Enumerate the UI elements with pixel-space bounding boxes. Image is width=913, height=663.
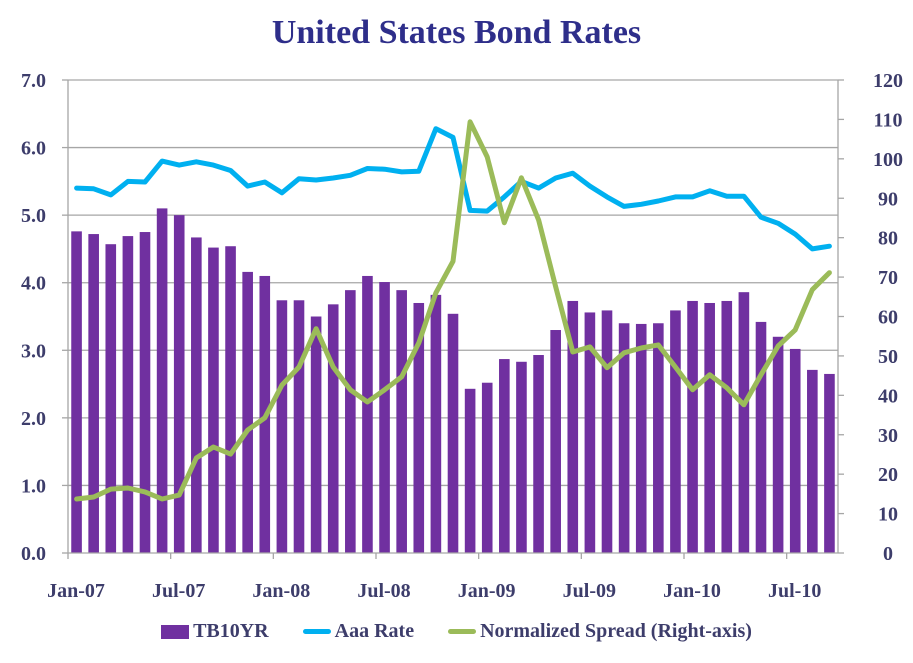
right-axis-tick-label: 70 (878, 267, 898, 289)
right-axis-tick-label: 0 (883, 543, 893, 565)
tb10yr-bar (618, 323, 630, 553)
chart-title: United States Bond Rates (271, 14, 642, 51)
x-axis-tick-label: Jul-10 (768, 580, 821, 602)
legend-item-tb10yr: TB10YR (161, 620, 269, 643)
aaa-rate-line (74, 126, 832, 252)
tb10yr-bar (345, 290, 356, 553)
tb10yr-bar (156, 208, 168, 553)
right-axis-tick-label: 90 (878, 188, 898, 210)
right-axis-tick-label: 100 (873, 149, 903, 171)
tb10yr-bar (738, 292, 750, 553)
left-axis-tick-label: 7.0 (21, 70, 46, 92)
right-axis-tick-label: 80 (878, 228, 898, 250)
legend-label-normalized-spread: Normalized Spread (Right-axis) (480, 620, 752, 642)
tb10yr-bar (516, 361, 527, 553)
tb10yr-bar (396, 290, 407, 553)
tb10yr-bar (208, 247, 219, 553)
right-axis-tick-label: 10 (878, 504, 898, 526)
legend-swatch-tb10yr (161, 624, 190, 639)
tb10yr-bar (653, 323, 664, 553)
legend-item-normalized-spread: Normalized Spread (Right-axis) (448, 620, 752, 643)
tb10yr-bar (105, 244, 117, 553)
right-axis-tick-label: 110 (874, 109, 903, 131)
tb10yr-bar (191, 237, 202, 554)
tb10yr-bar (139, 232, 151, 554)
tb10yr-bar (362, 275, 373, 553)
tb10yr-bar (721, 300, 733, 553)
tb10yr-bar (533, 355, 544, 553)
tb10yr-bar (327, 304, 339, 553)
tb10yr-bar (550, 330, 561, 553)
left-axis-tick-label: 6.0 (21, 138, 46, 160)
left-axis-tick-label: 3.0 (21, 340, 46, 362)
normalized-spread-line (74, 119, 832, 502)
x-axis-tick-label: Jan-08 (252, 580, 310, 602)
right-axis-tick-label: 20 (878, 464, 898, 486)
left-axis-tick-label: 4.0 (21, 273, 46, 295)
tb10yr-bar (687, 300, 698, 553)
tb10yr-bar (499, 359, 510, 553)
right-axis-tick-label: 40 (878, 385, 898, 407)
x-axis-tick-label: Jan-07 (47, 580, 105, 602)
left-axis-tick-label: 0.0 (21, 543, 46, 565)
x-axis-tick-label: Jul-09 (563, 580, 616, 602)
tb10yr-bar (807, 369, 818, 553)
tb10yr-bar (379, 282, 390, 553)
line-series (74, 119, 832, 502)
tb10yr-bar (310, 316, 322, 553)
right-axis-tick-label: 50 (878, 346, 898, 368)
tb10yr-bar (584, 312, 596, 553)
x-axis-tick-label: Jan-10 (663, 580, 721, 602)
legend-swatch-normalized-spread (448, 629, 477, 634)
tb10yr-bar (464, 388, 476, 553)
legend-item-aaa-rate: Aaa Rate (302, 620, 415, 643)
right-axis-tick-label: 30 (878, 425, 898, 447)
legend-swatch-aaa-rate (302, 629, 331, 634)
tb10yr-bar (173, 215, 185, 553)
tb10yr-bar (824, 373, 835, 553)
right-axis-tick-label: 60 (878, 307, 898, 329)
tb10yr-bar (772, 336, 784, 553)
tick-labels: 0.0 1.0 2.0 3.0 4.0 5.0 6.0 7.0 0 10 20 30 40 50 60 70 8… (21, 70, 903, 602)
tb10yr-bar (413, 302, 425, 553)
left-axis-tick-label: 2.0 (21, 408, 46, 430)
tb10yr-bar (481, 382, 493, 553)
axes (62, 79, 844, 559)
tb10yr-bar (430, 294, 442, 553)
tb10yr-bar (225, 246, 236, 553)
legend-label-tb10yr: TB10YR (193, 620, 269, 642)
tb10yr-bar (670, 310, 681, 553)
left-axis-tick-label: 5.0 (21, 205, 46, 227)
legend-label-aaa-rate: Aaa Rate (334, 620, 415, 642)
x-axis-tick-label: Jan-09 (458, 580, 516, 602)
tb10yr-bar (242, 271, 253, 553)
left-axis-tick-label: 1.0 (21, 475, 46, 497)
tb10yr-bar (293, 300, 305, 553)
tb10yr-bar (601, 310, 613, 553)
tb10yr-bar (122, 236, 134, 553)
right-axis-tick-label: 120 (873, 70, 903, 92)
tb10yr-bar (567, 300, 579, 553)
legend: TB10YR Aaa Rate Normalized Spread (Right… (0, 620, 913, 643)
x-axis-tick-label: Jul-07 (152, 580, 205, 602)
tb10yr-bar (447, 313, 459, 553)
tb10yr-bar (789, 348, 801, 553)
tb10yr-bar (276, 300, 288, 553)
tb10yr-bar (755, 321, 767, 553)
tb10yr-bar (71, 231, 82, 554)
tb10yr-bar (88, 234, 99, 553)
tb10yr-bar (635, 323, 647, 553)
tb10yr-bar (704, 302, 715, 553)
x-axis-tick-label: Jul-08 (357, 580, 410, 602)
